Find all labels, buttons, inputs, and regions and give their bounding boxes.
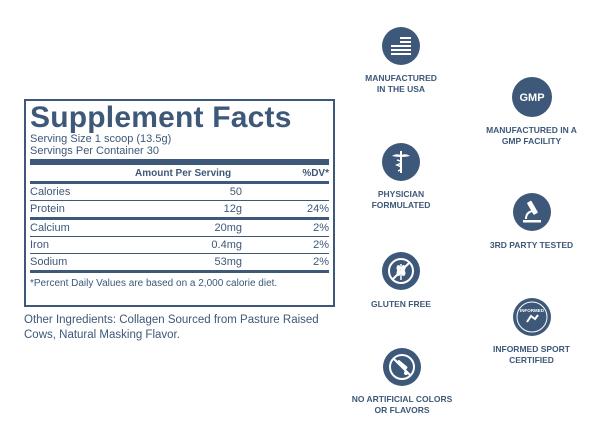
nutrient-name: Calcium: [30, 222, 70, 234]
nutrient-amount: 0.4mg: [211, 239, 242, 251]
facts-header-row: Amount Per Serving %DV*: [30, 165, 329, 181]
badge-artificial-line1: NO ARTIFICIAL COLORS: [351, 394, 453, 404]
badge-artificial: NO ARTIFICIAL COLORS OR FLAVORS: [343, 348, 461, 416]
badge-usa-line1: MANUFACTURED: [365, 73, 437, 83]
nutrient-name: Protein: [30, 203, 65, 215]
badge-artificial-line2: OR FLAVORS: [374, 405, 430, 415]
nutrient-amount: 53mg: [214, 256, 242, 268]
badge-physician-line2: FORMULATED: [371, 200, 431, 210]
nutrient-name: Sodium: [30, 256, 68, 268]
badge-gmp-line1: MANUFACTURED IN A: [486, 125, 577, 135]
microscope-icon: [512, 193, 551, 231]
badge-gmp-line2: GMP FACILITY: [501, 136, 562, 146]
facts-title: Supplement Facts: [30, 101, 292, 134]
informed-icon-text: INFORMED: [520, 308, 545, 313]
flag-icon: [382, 27, 420, 65]
badge-informed-line1: INFORMED SPORT: [493, 344, 570, 354]
header-dv: %DV*: [302, 167, 329, 179]
no-artificial-icon: [383, 348, 421, 386]
badge-physician: PHYSICIAN FORMULATED: [355, 143, 447, 211]
nutrient-row: Calories 50: [30, 184, 329, 201]
nutrient-amount: 20mg: [214, 222, 242, 234]
nutrient-dv: 2%: [313, 256, 329, 268]
caduceus-icon: [382, 143, 420, 181]
other-ingredients: Other Ingredients: Collagen Sourced from…: [24, 314, 319, 341]
badge-usa-line2: IN THE USA: [376, 84, 426, 94]
nutrient-dv: 2%: [313, 239, 329, 251]
nutrient-row: Protein 12g 24%: [30, 201, 329, 220]
nutrient-row: Iron 0.4mg 2%: [30, 237, 329, 254]
daily-value-footnote: *Percent Daily Values are based on a 2,0…: [30, 278, 278, 289]
supplement-facts-panel: Supplement Facts Serving Size 1 scoop (1…: [24, 99, 335, 307]
wheat-crossed-icon: [382, 252, 420, 290]
badge-gluten-line1: GLUTEN FREE: [371, 299, 431, 309]
badge-tested: 3RD PARTY TESTED: [474, 193, 589, 251]
badge-tested-line1: 3RD PARTY TESTED: [489, 240, 574, 250]
nutrient-row: Sodium 53mg 2%: [30, 254, 329, 273]
badge-informed: INFORMED INFORMED SPORT CERTIFIED: [474, 298, 589, 366]
badge-usa: MANUFACTURED IN THE USA: [355, 27, 447, 95]
thick-divider: [30, 159, 329, 165]
badge-physician-line1: PHYSICIAN: [377, 189, 425, 199]
nutrient-name: Iron: [30, 239, 49, 251]
badge-gluten: GLUTEN FREE: [355, 252, 447, 310]
gmp-icon: GMP: [511, 77, 552, 117]
nutrient-name: Calories: [30, 186, 71, 198]
header-amount: Amount Per Serving: [135, 167, 232, 179]
badge-gmp: GMP MANUFACTURED IN A GMP FACILITY: [474, 77, 589, 147]
serving-size: Serving Size 1 scoop (13.5g): [30, 133, 172, 145]
nutrient-dv: 24%: [306, 203, 329, 215]
medium-divider: [30, 181, 329, 184]
nutrient-amount: 12g: [223, 203, 242, 215]
gmp-icon-text: GMP: [519, 92, 544, 104]
nutrient-row: Calcium 20mg 2%: [30, 220, 329, 237]
nutrient-amount: 50: [229, 186, 242, 198]
badge-informed-line2: CERTIFIED: [509, 355, 554, 365]
informed-sport-icon: INFORMED: [512, 298, 551, 336]
servings-per-container: Servings Per Container 30: [30, 145, 160, 157]
nutrient-dv: 2%: [313, 222, 329, 234]
